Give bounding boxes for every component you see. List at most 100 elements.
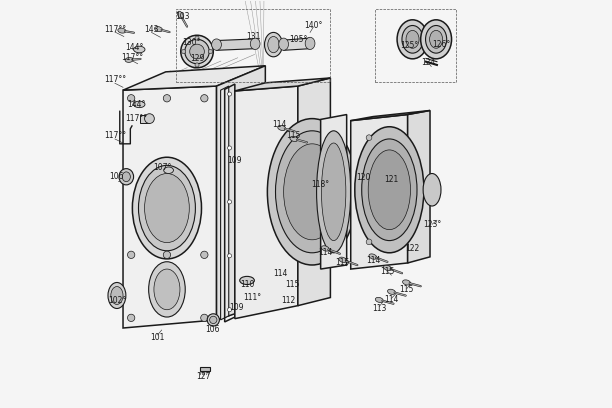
Text: 114: 114 [366, 256, 380, 266]
Text: 103: 103 [175, 12, 189, 21]
Polygon shape [283, 38, 310, 50]
Ellipse shape [321, 246, 329, 251]
Ellipse shape [423, 173, 441, 206]
Polygon shape [235, 86, 298, 319]
Ellipse shape [127, 251, 135, 259]
Ellipse shape [190, 44, 204, 59]
Text: 117°°: 117°° [104, 75, 126, 84]
Ellipse shape [283, 144, 340, 240]
Text: 115: 115 [335, 258, 350, 268]
Ellipse shape [125, 58, 133, 62]
Ellipse shape [425, 25, 447, 53]
Ellipse shape [264, 32, 282, 57]
Text: 114: 114 [272, 120, 287, 129]
Ellipse shape [201, 314, 208, 322]
Text: 123°: 123° [423, 220, 441, 229]
Text: 144°: 144° [125, 43, 143, 52]
Ellipse shape [144, 173, 189, 243]
Text: 129: 129 [190, 54, 204, 63]
Text: 114: 114 [273, 269, 287, 278]
Text: 115: 115 [286, 131, 300, 140]
Polygon shape [140, 115, 149, 123]
Ellipse shape [177, 11, 183, 19]
Ellipse shape [228, 308, 231, 312]
Ellipse shape [403, 280, 411, 285]
Ellipse shape [369, 254, 377, 259]
Ellipse shape [339, 257, 347, 262]
Ellipse shape [163, 167, 173, 173]
Ellipse shape [207, 314, 219, 326]
Text: 114: 114 [384, 295, 398, 304]
Polygon shape [123, 66, 266, 90]
Text: 124: 124 [421, 58, 435, 67]
Ellipse shape [278, 38, 288, 50]
Ellipse shape [368, 150, 411, 230]
Ellipse shape [228, 92, 231, 96]
Ellipse shape [305, 37, 315, 49]
Text: 143: 143 [144, 24, 159, 33]
Ellipse shape [228, 200, 231, 204]
Ellipse shape [163, 95, 171, 102]
Text: 111°: 111° [243, 293, 261, 302]
Ellipse shape [133, 46, 145, 53]
Polygon shape [200, 367, 211, 371]
Polygon shape [321, 115, 346, 269]
Ellipse shape [228, 146, 231, 150]
Ellipse shape [420, 20, 452, 59]
Ellipse shape [240, 276, 255, 284]
Ellipse shape [181, 35, 214, 68]
Ellipse shape [155, 27, 163, 32]
Ellipse shape [195, 36, 199, 40]
Ellipse shape [397, 20, 428, 59]
Ellipse shape [108, 282, 126, 308]
Text: 144°: 144° [127, 100, 146, 109]
Ellipse shape [118, 28, 126, 33]
Ellipse shape [185, 39, 209, 64]
Polygon shape [235, 78, 330, 91]
Ellipse shape [154, 269, 180, 310]
Text: 122: 122 [405, 244, 420, 253]
Text: 117°°: 117°° [125, 114, 147, 123]
Text: 114: 114 [318, 248, 333, 257]
Ellipse shape [316, 131, 351, 253]
Text: 107°: 107° [154, 163, 172, 172]
Text: 130°: 130° [182, 38, 201, 47]
Text: 106: 106 [110, 172, 124, 181]
Polygon shape [408, 111, 430, 263]
Text: 113: 113 [372, 304, 386, 313]
Ellipse shape [163, 251, 171, 259]
Ellipse shape [149, 262, 185, 317]
Ellipse shape [384, 265, 392, 271]
Polygon shape [351, 111, 430, 121]
Ellipse shape [275, 131, 349, 253]
Text: 117°°: 117°° [104, 131, 126, 140]
Bar [375, 9, 457, 82]
Polygon shape [351, 115, 408, 269]
Polygon shape [298, 78, 330, 306]
Ellipse shape [195, 63, 199, 67]
Ellipse shape [362, 139, 417, 241]
Bar [176, 9, 330, 82]
Ellipse shape [430, 30, 442, 48]
Ellipse shape [387, 289, 395, 295]
Ellipse shape [321, 143, 346, 241]
Ellipse shape [119, 169, 133, 185]
Ellipse shape [210, 316, 217, 324]
Text: 127: 127 [196, 373, 211, 381]
Ellipse shape [267, 119, 357, 265]
Text: 102°: 102° [108, 296, 127, 305]
Text: 126°: 126° [432, 40, 450, 49]
Text: 106: 106 [205, 325, 220, 334]
Ellipse shape [111, 286, 123, 304]
Text: 101: 101 [151, 333, 165, 342]
Text: 140°: 140° [304, 20, 323, 30]
Ellipse shape [228, 254, 231, 258]
Text: 117°°: 117°° [104, 24, 126, 33]
Ellipse shape [212, 39, 222, 50]
Ellipse shape [406, 30, 419, 48]
Text: 105°: 105° [289, 35, 308, 44]
Text: 109: 109 [229, 303, 244, 312]
Ellipse shape [268, 36, 279, 53]
Polygon shape [123, 86, 217, 328]
Polygon shape [217, 66, 266, 320]
